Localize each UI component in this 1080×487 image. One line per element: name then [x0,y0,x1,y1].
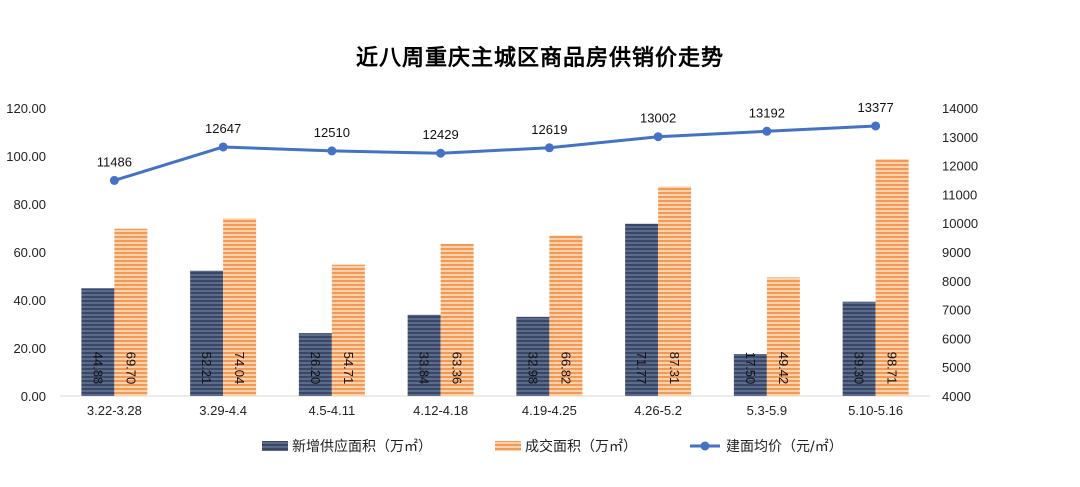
price-point [218,142,228,152]
sales-bar-label: 98.71 [885,352,900,385]
supply-bar [298,333,332,396]
supply-bar [842,301,876,396]
right-tick-label: 12000 [942,159,978,174]
supply-bar [516,316,550,396]
price-label: 12619 [531,122,567,137]
category-label: 5.3-5.9 [747,403,787,418]
supply-bar [407,314,441,396]
right-tick-label: 5000 [942,360,971,375]
supply-bar-label: 26.20 [308,352,323,385]
category-label: 4.5-4.11 [309,403,356,418]
sales-bar-label: 74.04 [232,352,247,385]
right-axis: 4000 5000 6000 7000 8000 9000 10000 11000 12000 1… [942,101,978,404]
supply-bar-label: 71.77 [634,352,649,385]
right-tick-label: 9000 [942,245,971,260]
price-point [436,148,446,158]
price-point [871,121,881,131]
price-point [327,146,337,156]
sales-bar-label: 69.70 [123,352,138,385]
legend-label: 建面均价（元/㎡） [726,439,843,455]
legend-label: 新增供应面积（万㎡） [292,438,432,455]
sales-bar [440,243,474,396]
sales-bar-label: 63.36 [450,352,465,385]
supply-bar-label: 32.98 [525,352,540,385]
price-line: 11486 12647 12510 12429 12619 13002 13192 13377 [97,100,894,185]
right-tick-label: 10000 [942,216,978,231]
right-tick-label: 6000 [942,331,971,346]
sales-bar [223,218,257,396]
left-tick-label: 60.00 [13,245,46,260]
supply-bar-label: 17.50 [743,352,758,385]
left-tick-label: 80.00 [13,197,46,212]
sales-bar-label: 87.31 [667,352,682,385]
category-label: 5.10-5.16 [848,403,903,418]
category-label: 3.29-4.4 [199,403,247,418]
left-tick-label: 100.00 [6,149,46,164]
supply-bar [81,288,115,396]
supply-bar-label: 44.88 [90,352,105,385]
price-label: 13377 [858,100,894,115]
supply-bar [733,354,767,396]
legend-swatch [262,441,288,451]
category-label: 3.22-3.28 [87,403,142,418]
left-tick-label: 0.00 [21,389,46,404]
supply-bar [625,223,659,396]
sales-bar-label: 54.71 [341,352,356,385]
sales-bar [549,235,583,396]
price-label: 12510 [314,125,350,140]
supply-bar-label: 33.84 [417,352,432,385]
sales-bar-label: 49.42 [776,352,791,385]
price-point [653,132,663,142]
sales-bar [658,186,692,396]
bar-marks: 44.88 69.70 52.21 74.04 26.20 54.71 33.84 63.36… [81,159,909,396]
right-tick-label: 14000 [942,101,978,116]
price-point [109,175,119,185]
right-tick-label: 4000 [942,389,971,404]
supply-bar-label: 52.21 [199,352,214,385]
price-label: 12647 [205,121,241,136]
sales-bar [766,277,800,396]
legend-swatch [495,441,521,451]
sales-bar [875,159,909,396]
supply-bar-label: 39.30 [852,352,867,385]
right-tick-label: 7000 [942,303,971,318]
legend-label: 成交面积（万㎡） [525,438,637,455]
category-label: 4.19-4.25 [522,403,577,418]
left-tick-label: 120.00 [6,101,46,116]
price-line-path [113,124,876,182]
left-tick-label: 20.00 [13,341,46,356]
sales-bar-label: 66.82 [558,352,573,385]
right-tick-label: 13000 [942,130,978,145]
price-label: 11486 [97,154,132,169]
right-tick-label: 8000 [942,274,971,289]
left-tick-label: 40.00 [13,293,46,308]
supply-bar [190,270,224,396]
price-label: 12429 [423,127,459,142]
category-label: 4.26-5.2 [634,403,682,418]
price-label: 13192 [749,105,785,120]
category-axis: 3.22-3.28 3.29-4.4 4.5-4.11 4.12-4.18 4.19-4… [87,403,903,418]
chart-title: 近八周重庆主城区商品房供销价走势 [355,46,724,71]
right-tick-label: 11000 [942,187,977,202]
legend-line-marker [700,441,710,451]
price-label: 13002 [640,111,676,126]
category-label: 4.12-4.18 [413,403,468,418]
price-point [544,143,554,153]
sales-bar [331,264,365,396]
sales-bar [114,228,148,396]
legend: 新增供应面积（万㎡） 成交面积（万㎡） 建面均价（元/㎡） [262,438,843,455]
price-point [762,126,772,136]
